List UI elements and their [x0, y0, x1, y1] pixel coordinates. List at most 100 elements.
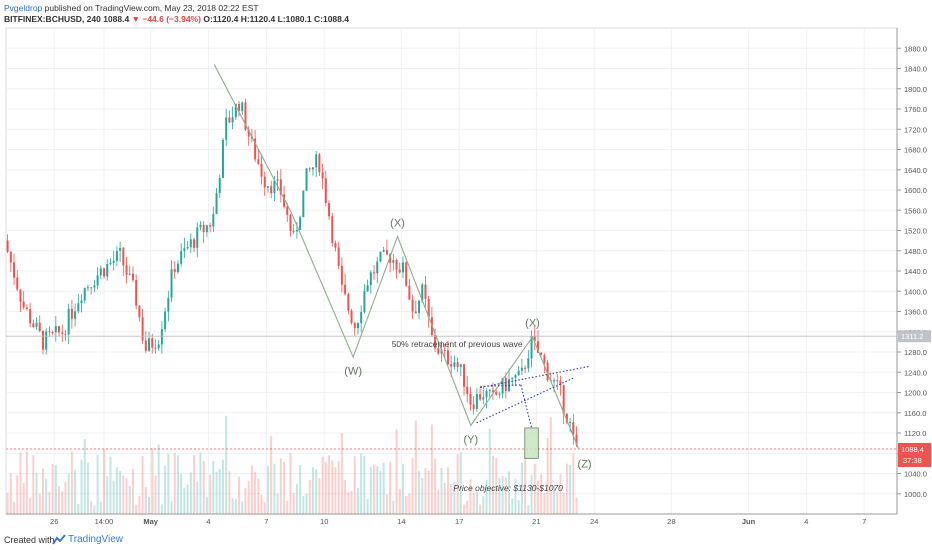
countdown-label: 37:38 [903, 456, 922, 465]
symbol-label: BITFINEX:BCHUSD, 240 [4, 14, 101, 24]
volume-bar [488, 428, 491, 514]
x-tick-label: May [143, 517, 158, 526]
candle-body [45, 331, 48, 350]
candle-body [170, 269, 173, 298]
candle-body [51, 331, 54, 333]
chart-grid [5, 27, 898, 515]
price-chart[interactable]: (W) (X) (Y) (X) (Z) 50% retracement of previo… [0, 26, 932, 530]
x-tick-label: 24 [590, 517, 598, 526]
reference-price-label: 1311.2 [901, 332, 923, 341]
candle-body [115, 250, 118, 261]
volume-bar [559, 474, 562, 514]
volume-bar [205, 497, 208, 514]
author-link[interactable]: Pvgeldrop [4, 3, 43, 13]
candle-body [196, 227, 199, 248]
volume-bar [305, 493, 308, 514]
volume-bar [238, 476, 241, 514]
candle-body [131, 273, 134, 281]
volume-bar [498, 477, 501, 514]
volume-bar [440, 467, 443, 514]
volume-bar [209, 474, 212, 514]
candle-body [517, 370, 520, 376]
tradingview-brand-link[interactable]: TradingView [68, 534, 124, 545]
volume-bar [74, 469, 77, 514]
volume-bar [164, 465, 167, 514]
candle-body [221, 139, 224, 178]
candle-body [109, 262, 112, 265]
candle-body [398, 269, 401, 273]
candle-body [363, 291, 366, 313]
volume-bar [479, 504, 482, 514]
candle-body [225, 117, 228, 140]
volume-bar [318, 478, 321, 514]
volume-bar [138, 495, 141, 514]
volume-bar [221, 459, 224, 514]
candle-body [530, 335, 533, 359]
volume-bar [254, 472, 257, 514]
volume-bar [443, 482, 446, 514]
volume-bar [54, 464, 57, 514]
x-tick-label: 14 [397, 517, 405, 526]
volume-bar [569, 464, 572, 514]
candle-body [414, 311, 417, 313]
candle-body [138, 305, 141, 318]
volume-bar [418, 470, 421, 514]
publish-line: Pvgeldrop published on TradingView.com, … [4, 3, 259, 13]
x-tick-label: 10 [320, 517, 328, 526]
candle-body [266, 186, 269, 188]
volume-bar [520, 462, 523, 514]
chart-axes: 1000.01040.01080.01120.01160.01200.01240… [6, 28, 931, 526]
candle-body [421, 284, 424, 301]
candle-body [48, 331, 51, 333]
volume-bar [99, 501, 102, 514]
candle-body [514, 375, 517, 378]
volume-bar [533, 463, 536, 514]
candle-body [215, 193, 218, 215]
candle-body [295, 229, 298, 232]
current-price-label: 1088.4 [901, 445, 924, 454]
y-tick-label: 1360.0 [904, 308, 927, 317]
volume-bar [90, 501, 93, 514]
volume-bar [411, 457, 414, 514]
x-tick-label: Jun [742, 517, 756, 526]
volume-bar [45, 478, 48, 514]
volume-bar [427, 470, 430, 514]
candle-body [540, 352, 543, 356]
volume-bar [141, 456, 144, 514]
low-label: L: [277, 14, 286, 24]
candle-body [173, 269, 176, 273]
candle-body [347, 294, 350, 311]
candle-body [475, 394, 478, 410]
volume-bar [125, 478, 128, 514]
candle-body [13, 262, 16, 278]
volume-bar [13, 501, 16, 514]
candle-body [324, 178, 327, 203]
volume-bar [228, 471, 231, 514]
volume-bar [22, 482, 25, 514]
candle-body [504, 377, 507, 392]
volume-bar [331, 460, 334, 514]
candle-body [376, 261, 379, 274]
candle-body [479, 394, 482, 400]
y-tick-label: 1120.0 [904, 429, 926, 438]
candle-body [276, 179, 279, 181]
y-tick-label: 1880.0 [904, 44, 927, 53]
candle-body [112, 260, 115, 263]
candle-body [385, 249, 388, 255]
volume-bar [398, 488, 401, 514]
candle-body [344, 284, 347, 295]
candle-body [498, 393, 501, 395]
triangle-upper-line [480, 365, 591, 388]
candle-body [305, 168, 308, 191]
created-with-label: Created with [4, 535, 55, 545]
candle-body [122, 247, 125, 266]
candle-body [302, 190, 305, 218]
volume-bar [366, 499, 369, 514]
candle-body [373, 272, 376, 274]
x-tick-label: 7 [264, 517, 268, 526]
candle-body [273, 180, 276, 194]
x-tick-label: 4 [206, 517, 210, 526]
volume-bar [109, 456, 112, 514]
volume-bar [193, 455, 196, 514]
objective-drop-line [520, 384, 533, 429]
